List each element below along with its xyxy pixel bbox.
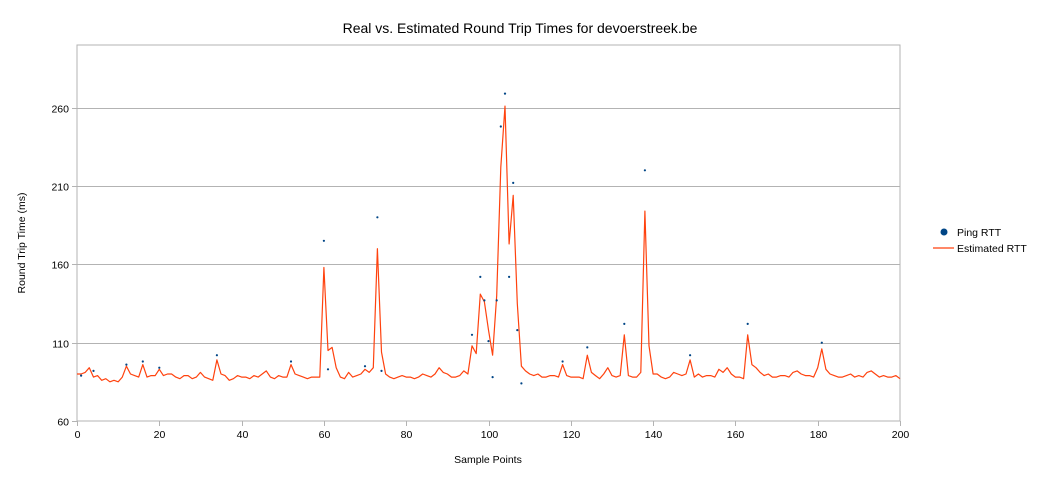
plot-area [76, 44, 901, 422]
ping-rtt-point [508, 275, 511, 278]
ping-rtt-point [520, 382, 523, 385]
ping-rtt-point [643, 169, 647, 172]
estimated-rtt-line [77, 105, 901, 383]
ping-rtt-point [503, 92, 507, 95]
ping-rtt-point [141, 360, 144, 363]
ping-rtt-point [380, 369, 383, 372]
x-tick-label: 20 [154, 429, 166, 441]
ping-rtt-point [820, 341, 823, 344]
x-tick-label: 60 [319, 429, 331, 441]
ping-rtt-point [586, 346, 589, 349]
x-axis: 0 20 40 60 80 100 120 140 160 180 200 [75, 421, 910, 441]
y-tick-label: 210 [51, 182, 69, 194]
legend-label-estimated-rtt: Estimated RTT [957, 243, 1027, 255]
x-axis-label: Sample Points [454, 454, 522, 466]
x-tick-label: 200 [892, 429, 910, 441]
y-tick-label: 60 [57, 417, 69, 429]
ping-rtt-point [479, 275, 482, 278]
ping-rtt-point [363, 365, 367, 368]
ping-rtt-point [92, 369, 95, 372]
ping-rtt-point [470, 333, 474, 336]
ping-rtt-point [512, 181, 515, 184]
ping-rtt-point [125, 363, 128, 366]
x-tick-label: 140 [645, 429, 663, 441]
ping-rtt-point [491, 376, 494, 379]
ping-rtt-point [561, 360, 564, 363]
ping-rtt-point [215, 354, 218, 357]
x-tick-label: 80 [401, 429, 413, 441]
series-estimated-rtt [77, 105, 901, 383]
legend: Ping RTT Estimated RTT [933, 227, 1027, 255]
ping-rtt-point [483, 299, 486, 302]
series-ping-rtt [80, 92, 823, 385]
ping-rtt-point [746, 322, 749, 325]
ping-rtt-point [322, 239, 325, 242]
x-tick-label: 180 [810, 429, 828, 441]
y-axis: 60 110 160 210 260 [51, 104, 77, 429]
chart-title: Real vs. Estimated Round Trip Times for … [343, 20, 698, 36]
ping-rtt-point [158, 366, 161, 369]
ping-rtt-point [80, 374, 83, 377]
legend-marker-ping-rtt [940, 228, 948, 236]
grid-lines [77, 108, 900, 344]
x-tick-label: 40 [237, 429, 249, 441]
ping-rtt-point [326, 368, 330, 371]
y-tick-label: 110 [52, 339, 69, 351]
y-tick-label: 160 [51, 260, 69, 272]
ping-rtt-point [623, 322, 626, 325]
x-tick-label: 120 [563, 429, 581, 441]
x-tick-label: 0 [75, 429, 81, 441]
ping-rtt-point [376, 216, 379, 219]
x-tick-label: 160 [727, 429, 745, 441]
ping-rtt-point [516, 329, 519, 332]
ping-rtt-point [289, 360, 293, 363]
x-tick-label: 100 [481, 429, 499, 441]
legend-label-ping-rtt: Ping RTT [957, 227, 1002, 239]
ping-rtt-point [689, 354, 692, 357]
y-axis-label: Round Trip Time (ms) [16, 193, 28, 294]
ping-rtt-point [499, 125, 502, 128]
y-tick-label: 260 [51, 104, 69, 116]
ping-rtt-point [495, 299, 498, 302]
ping-rtt-point [487, 340, 490, 343]
